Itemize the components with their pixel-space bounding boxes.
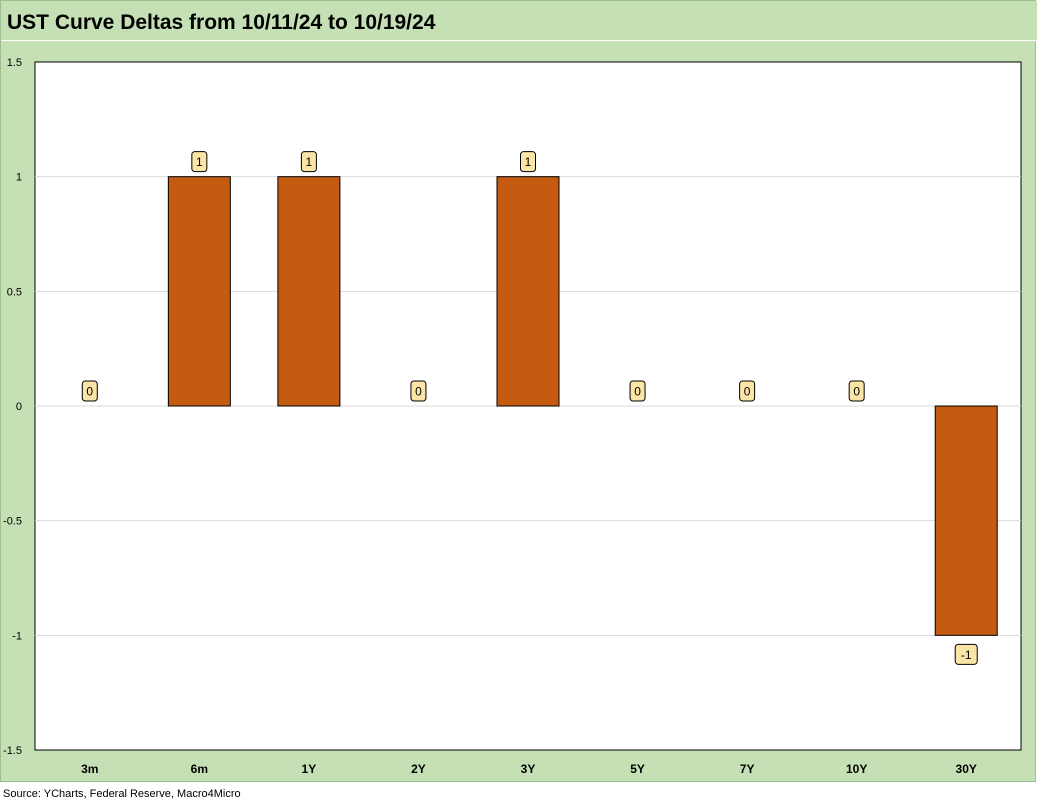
data-label: 0 [415, 385, 422, 399]
data-label-box [300, 151, 317, 173]
y-tick-label: 0.5 [7, 286, 22, 298]
x-axis: 3m 6m 1Y 2Y 3Y 5Y 7Y 10Y 30Y [81, 762, 977, 776]
data-label: 1 [306, 155, 313, 169]
data-label-box [954, 643, 978, 665]
data-label: 1 [196, 155, 203, 169]
x-tick-label: 5Y [630, 762, 645, 776]
bar [496, 176, 560, 407]
data-label-box [81, 380, 98, 402]
data-label-box [629, 380, 646, 402]
x-tick-label: 1Y [302, 762, 317, 776]
data-label-box [848, 380, 865, 402]
title-bar: UST Curve Deltas from 10/11/24 to 10/19/… [1, 1, 1037, 41]
bar [167, 176, 231, 407]
y-tick-label: -1 [12, 630, 22, 642]
y-tick-label: 1 [16, 172, 22, 184]
data-label-box [739, 380, 756, 402]
chart-title: UST Curve Deltas from 10/11/24 to 10/19/… [7, 11, 436, 34]
x-tick-label: 30Y [956, 762, 977, 776]
data-label-box [410, 380, 427, 402]
bar-chart: 0 1 1 0 1 0 0 0 -1 1.5 1 0.5 0 -0.5 -1 -1.5 3m 6m 1Y 2Y 3Y… [3, 57, 1022, 776]
bars [167, 176, 998, 636]
x-tick-label: 3m [81, 762, 98, 776]
bar [277, 176, 341, 407]
x-tick-label: 7Y [740, 762, 755, 776]
data-label: 0 [853, 385, 860, 399]
y-tick-label: -1.5 [3, 745, 22, 757]
x-tick-label: 3Y [521, 762, 536, 776]
source-note: Source: YCharts, Federal Reserve, Macro4… [3, 788, 241, 800]
x-tick-label: 6m [191, 762, 208, 776]
data-label: 0 [86, 385, 93, 399]
y-tick-label: -0.5 [3, 516, 22, 528]
x-tick-label: 2Y [411, 762, 426, 776]
bar [934, 405, 998, 636]
y-axis: 1.5 1 0.5 0 -0.5 -1 -1.5 [3, 57, 22, 757]
data-label: 1 [525, 155, 532, 169]
y-tick-label: 0 [16, 401, 22, 413]
data-labels: 0 1 1 0 1 0 0 0 -1 [81, 151, 978, 665]
x-tick-label: 10Y [846, 762, 867, 776]
data-label-box [520, 151, 536, 173]
data-label-box [191, 151, 208, 173]
data-label: 0 [634, 385, 641, 399]
data-label: 0 [744, 385, 751, 399]
y-tick-label: 1.5 [7, 57, 22, 69]
data-label: -1 [961, 648, 972, 662]
